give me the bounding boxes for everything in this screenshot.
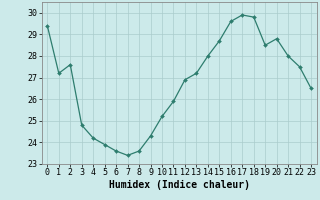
X-axis label: Humidex (Indice chaleur): Humidex (Indice chaleur) xyxy=(109,180,250,190)
